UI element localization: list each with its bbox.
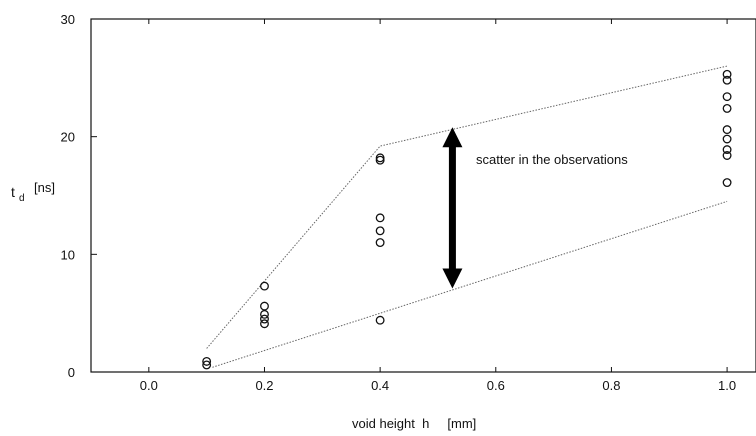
data-point-13 bbox=[722, 178, 732, 188]
data-point-6 bbox=[260, 281, 269, 291]
data-point-19 bbox=[722, 92, 732, 102]
y-tick-label-1: 10 bbox=[61, 247, 75, 262]
data-point-16 bbox=[722, 134, 732, 144]
scatter-range-arrow bbox=[442, 127, 463, 289]
x-tick-label-1: 0.2 bbox=[255, 378, 273, 393]
data-point-10 bbox=[375, 213, 385, 223]
data-point-21 bbox=[722, 69, 732, 79]
data-point-2 bbox=[260, 319, 269, 329]
data-point-12 bbox=[375, 153, 385, 163]
data-point-11 bbox=[375, 155, 385, 165]
data-point-14 bbox=[722, 151, 732, 160]
data-point-8 bbox=[375, 238, 385, 248]
y-tick-label-3: 30 bbox=[61, 12, 75, 27]
x-tick-label-2: 0.4 bbox=[371, 378, 389, 393]
x-tick-label-4: 0.8 bbox=[602, 378, 620, 393]
y-tick-label-0: 0 bbox=[68, 365, 75, 380]
x-tick-label-0: 0.0 bbox=[140, 378, 158, 393]
y-axis-label-subscript: d bbox=[19, 193, 25, 204]
data-point-20 bbox=[722, 75, 732, 85]
envelope-line-1 bbox=[212, 200, 728, 368]
data-point-9 bbox=[375, 226, 385, 236]
plot-frame bbox=[90, 18, 756, 373]
annotation-text: scatter in the observations bbox=[476, 152, 628, 167]
y-axis-label-unit: [ns] bbox=[34, 180, 55, 195]
data-point-7 bbox=[375, 315, 385, 325]
data-point-15 bbox=[722, 145, 732, 155]
data-point-4 bbox=[260, 309, 269, 319]
data-point-5 bbox=[260, 301, 269, 311]
data-point-17 bbox=[722, 125, 732, 135]
data-point-3 bbox=[260, 314, 269, 324]
data-point-18 bbox=[722, 103, 732, 113]
x-tick-label-5: 1.0 bbox=[718, 378, 736, 393]
x-axis-label: void height h [mm] bbox=[352, 416, 476, 431]
x-tick-label-3: 0.6 bbox=[487, 378, 505, 393]
y-axis-label-main: t bbox=[11, 184, 15, 200]
data-point-0 bbox=[202, 360, 212, 370]
y-tick-label-2: 20 bbox=[61, 130, 75, 145]
data-point-1 bbox=[202, 356, 212, 366]
envelope-line-0 bbox=[206, 65, 728, 349]
